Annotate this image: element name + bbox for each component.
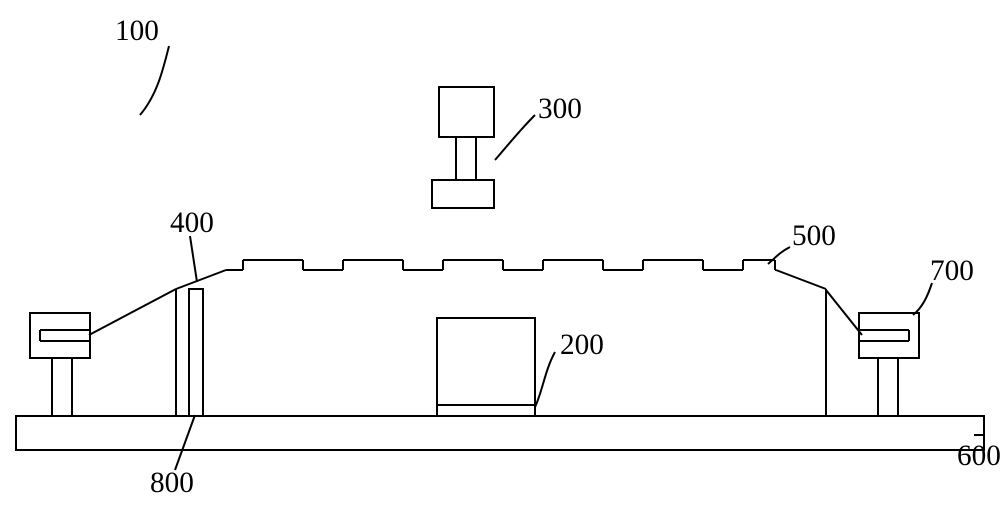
leader-center_block (535, 352, 555, 407)
patent-diagram: 100 300 400 500 700 600 200 800 (0, 0, 1000, 505)
leader-pin (175, 415, 195, 470)
upper-tool-shaft (456, 137, 476, 180)
label-base-plate: 600 (957, 440, 1000, 472)
upper-tool-bottom (432, 180, 494, 208)
wire-left (89, 289, 176, 335)
leader-carrier_tl (190, 236, 197, 282)
label-carrier-tl: 400 (170, 207, 214, 239)
leader-side_right (913, 283, 932, 315)
carrier-slope-left (176, 270, 226, 289)
carrier-slope-right (776, 270, 826, 289)
label-center-block: 200 (560, 329, 604, 361)
upper-tool-top (439, 87, 494, 137)
base-plate (16, 416, 984, 450)
pin (189, 289, 203, 416)
leader-chip (768, 247, 790, 264)
label-assembly: 100 (115, 15, 159, 47)
right-side-unit-stand (878, 358, 898, 416)
label-upper-tool: 300 (538, 93, 582, 125)
label-pin: 800 (150, 467, 194, 499)
leader-upper_tool (495, 115, 535, 160)
left-side-unit-stand (52, 358, 72, 416)
center-block (437, 318, 535, 416)
label-side-right: 700 (930, 255, 974, 287)
wire-right (826, 290, 862, 335)
leader-assembly (140, 46, 169, 115)
label-chip: 500 (792, 220, 836, 252)
